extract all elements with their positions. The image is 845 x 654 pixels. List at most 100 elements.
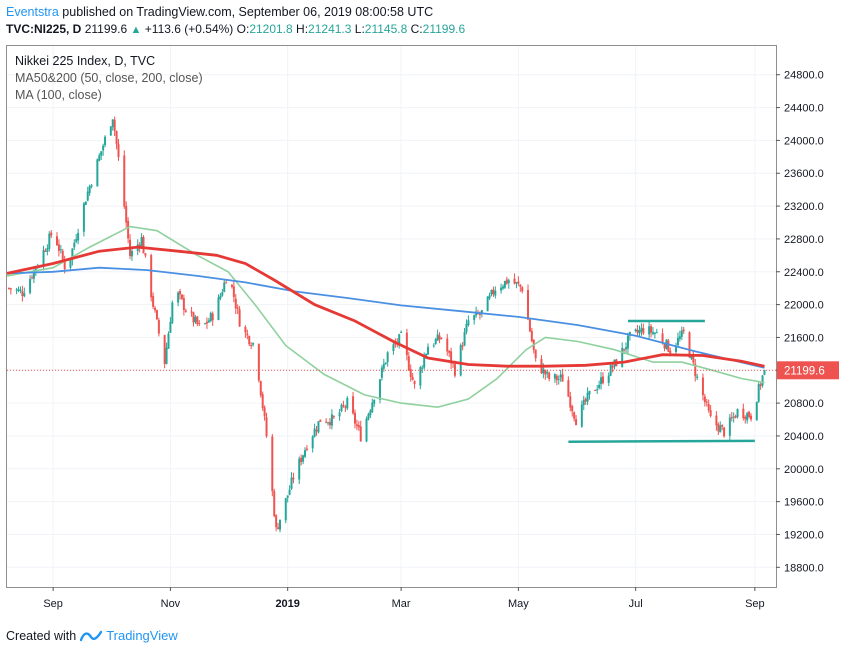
candle-body <box>680 330 683 337</box>
candle-body <box>259 381 262 396</box>
candle-body <box>357 425 360 428</box>
candle-body <box>180 294 183 299</box>
candle-body <box>275 515 278 528</box>
high-value: 21241.3 <box>308 22 352 36</box>
candle-body <box>144 253 147 256</box>
candle-body <box>127 220 130 239</box>
candle-body <box>636 329 639 333</box>
candle-body <box>571 406 574 412</box>
y-tick-label: 18800.0 <box>784 562 824 574</box>
candle-body <box>371 402 374 412</box>
candle-body <box>596 389 599 391</box>
candle-body <box>528 319 531 332</box>
candle-body <box>575 419 578 426</box>
candle-body <box>313 428 316 437</box>
low-value: 21145.8 <box>364 22 408 36</box>
candle-body <box>427 346 430 355</box>
candle-body <box>273 491 276 516</box>
candle-body <box>384 362 387 365</box>
candle-body <box>611 366 614 368</box>
candle-body <box>232 286 235 298</box>
candle-body <box>438 335 441 340</box>
y-tick-label: 21600.0 <box>784 332 824 344</box>
candle-body <box>675 346 678 352</box>
candle-body <box>319 419 322 422</box>
candle-body <box>503 280 506 288</box>
candle-body <box>330 414 333 426</box>
candle-body <box>369 410 372 416</box>
candle-body <box>257 344 260 381</box>
candle-body <box>638 330 641 334</box>
candle-body <box>584 398 587 402</box>
candle-body <box>582 399 585 405</box>
candle-body <box>634 329 637 332</box>
candle-body <box>607 375 610 383</box>
legend-ma50-200: MA50&200 (50, close, 200, close) <box>15 71 203 85</box>
ma100-line <box>6 245 765 368</box>
candle-body <box>521 287 524 292</box>
candle-body <box>365 418 368 442</box>
candle-body <box>505 279 508 284</box>
candle-body <box>667 340 670 352</box>
candle-body <box>292 477 295 480</box>
candle-body <box>19 289 22 291</box>
candle-body <box>221 292 224 296</box>
candle-body <box>507 280 510 284</box>
candle-body <box>676 338 679 346</box>
candle-body <box>734 416 737 418</box>
candle-body <box>196 316 199 324</box>
candle-body <box>111 119 114 128</box>
candle-body <box>55 236 58 246</box>
candle-body <box>48 233 51 249</box>
tradingview-logo-icon <box>80 630 103 641</box>
candle-body <box>380 367 383 378</box>
candle-body <box>328 422 331 425</box>
author-link[interactable]: Eventstra <box>6 5 59 19</box>
candle-body <box>113 119 116 131</box>
candle-body <box>88 186 91 194</box>
candle-body <box>392 344 395 352</box>
candle-body <box>601 376 604 384</box>
candle-body <box>719 425 722 433</box>
candle-body <box>302 455 305 462</box>
candle-body <box>42 250 45 267</box>
candle-body <box>338 412 341 417</box>
candle-body <box>303 450 306 457</box>
candle-body <box>588 390 591 395</box>
price-axis: 18800.0 19200.0 19600.0 20000.0 20400.0 20800… <box>776 70 839 574</box>
candle-body <box>519 284 522 287</box>
candle-body <box>761 375 764 386</box>
candle-body <box>342 405 345 407</box>
close-value: 21199.6 <box>422 22 466 36</box>
candle-body <box>394 343 397 345</box>
candle-body <box>640 327 643 332</box>
candle-body <box>650 326 653 333</box>
time-axis: Sep Nov 2019 Mar May Jul Sep <box>43 587 765 610</box>
tradingview-brand-link[interactable]: TradingView <box>106 628 178 643</box>
candle-body <box>642 328 645 334</box>
candle-body <box>204 323 207 325</box>
candle-body <box>7 287 10 289</box>
candle-body <box>755 401 758 421</box>
candle-body <box>648 326 651 335</box>
candle-body <box>423 356 426 368</box>
candle-body <box>732 416 735 418</box>
candle-body <box>492 289 495 295</box>
candle-body <box>421 367 424 369</box>
candle-body <box>271 436 274 492</box>
moving-averages <box>6 225 765 409</box>
candle-body <box>194 316 197 323</box>
candle-body <box>98 155 101 161</box>
candle-body <box>748 411 751 417</box>
candle-body <box>669 350 672 354</box>
candle-body <box>344 406 347 408</box>
candle-body <box>367 414 370 420</box>
candle-body <box>465 323 468 332</box>
candle-body <box>559 374 562 378</box>
candle-body <box>542 368 545 374</box>
candle-body <box>736 409 739 417</box>
candle-body <box>730 417 733 419</box>
candle-body <box>586 392 589 402</box>
candle-body <box>32 270 35 279</box>
